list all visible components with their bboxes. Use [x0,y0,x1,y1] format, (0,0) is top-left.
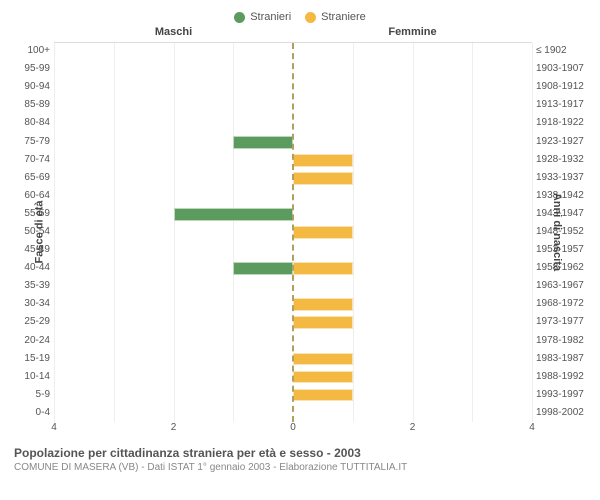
legend: Stranieri Straniere [10,8,590,26]
bar-female [293,262,353,275]
bar-female [293,226,353,239]
birth-year-label: 1933-1937 [536,169,584,187]
legend-label-male: Stranieri [250,11,291,23]
birth-year-label: 1963-1967 [536,277,584,295]
population-pyramid-chart: Stranieri Straniere Maschi Femmine Fasce… [0,0,600,500]
birth-year-label: ≤ 1902 [536,42,567,60]
age-label: 95-99 [24,60,50,78]
birth-year-label: 1928-1932 [536,151,584,169]
legend-label-female: Straniere [321,11,366,23]
x-axis-ticks: 4 2 0 2 4 [54,422,532,440]
legend-swatch-female [305,12,316,23]
bar-male [174,208,294,221]
age-label: 100+ [27,42,50,60]
x-tick: 2 [171,422,177,433]
grid [54,42,532,422]
legend-item-female: Straniere [305,11,366,23]
bar-female [293,172,353,185]
age-label: 15-19 [24,350,50,368]
bar-female [293,353,353,366]
birth-year-label: 1968-1972 [536,295,584,313]
center-divider [292,43,294,422]
age-label: 65-69 [24,169,50,187]
bar-female [293,371,353,384]
birth-year-label: 1918-1922 [536,114,584,132]
birth-year-label: 1923-1927 [536,132,584,150]
birth-year-label: 1973-1977 [536,313,584,331]
age-label: 25-29 [24,313,50,331]
age-label: 30-34 [24,295,50,313]
header-male: Maschi [54,26,293,42]
gridline [532,43,533,422]
birth-year-label: 1978-1982 [536,332,584,350]
age-label: 75-79 [24,132,50,150]
birth-year-label: 1913-1917 [536,96,584,114]
header-female: Femmine [293,26,532,42]
x-tick: 4 [529,422,535,433]
caption: Popolazione per cittadinanza straniera p… [10,440,590,473]
legend-swatch-male [234,12,245,23]
x-tick: 0 [290,422,296,433]
birth-year-label: 1983-1987 [536,350,584,368]
age-label: 80-84 [24,114,50,132]
age-label: 5-9 [36,386,50,404]
bar-female [293,316,353,329]
birth-year-label: 1993-1997 [536,386,584,404]
chart-title: Popolazione per cittadinanza straniera p… [14,446,586,460]
bar-female [293,389,353,402]
column-headers: Maschi Femmine [10,26,590,42]
plot-area: Fasce di età 100+95-9990-9485-8980-8475-… [10,42,590,422]
age-label: 70-74 [24,151,50,169]
y-axis-label-right: Anni di nascita [551,193,563,271]
birth-year-label: 1903-1907 [536,60,584,78]
x-tick: 2 [410,422,416,433]
age-label: 10-14 [24,368,50,386]
birth-year-label: 1988-1992 [536,368,584,386]
age-label: 90-94 [24,78,50,96]
age-label: 0-4 [36,404,50,422]
chart-subtitle: COMUNE DI MASERA (VB) - Dati ISTAT 1° ge… [14,462,586,473]
y-axis-left: 100+95-9990-9485-8980-8475-7970-7465-696… [10,42,54,422]
age-label: 35-39 [24,277,50,295]
x-axis: 4 2 0 2 4 [10,422,590,440]
bar-male [233,136,293,149]
bar-male [233,262,293,275]
age-label: 20-24 [24,332,50,350]
y-axis-label-left: Fasce di età [33,201,45,264]
x-tick: 4 [51,422,57,433]
birth-year-label: 1998-2002 [536,404,584,422]
bar-female [293,298,353,311]
bar-female [293,154,353,167]
age-label: 85-89 [24,96,50,114]
legend-item-male: Stranieri [234,11,291,23]
birth-year-label: 1908-1912 [536,78,584,96]
